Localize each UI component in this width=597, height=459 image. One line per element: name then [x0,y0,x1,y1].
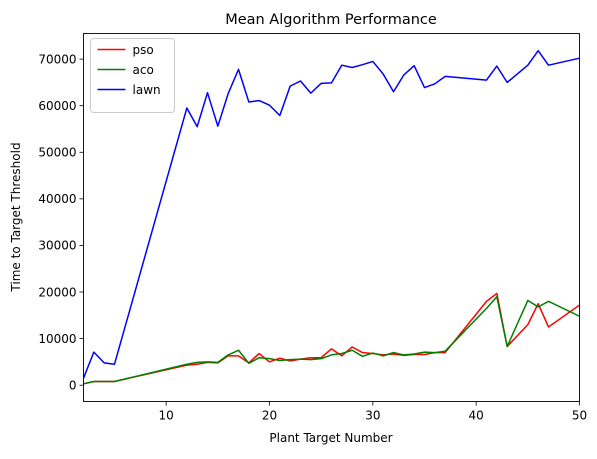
series-layer [82,49,580,385]
legend-label-aco: aco [133,63,154,77]
legend-label-lawn: lawn [133,83,161,97]
y-tick-label: 40000 [38,192,76,206]
plot-frame [83,33,580,402]
legend: pso aco lawn [90,38,175,113]
y-tick-label: 70000 [38,52,76,66]
y-tick-label: 0 [69,378,77,392]
legend-label-pso: pso [133,43,154,57]
y-tick-label: 30000 [38,239,76,253]
x-tick-label: 20 [262,409,277,423]
plot-area [82,33,580,402]
x-tick-label: 40 [469,409,484,423]
legend-box [90,38,175,113]
y-tick-label: 10000 [38,332,76,346]
x-axis: 10 20 30 40 50 [159,401,587,423]
y-axis: 0 10000 20000 30000 40000 50000 60000 70000 [38,52,84,392]
y-tick-label: 20000 [38,285,76,299]
series-line-lawn [82,49,580,379]
y-tick-label: 60000 [38,99,76,113]
y-axis-label: Time to Target Threshold [9,142,23,292]
x-tick-label: 30 [365,409,380,423]
chart-title: Mean Algorithm Performance [225,12,437,28]
series-line-aco [83,295,580,385]
y-tick-label: 50000 [38,146,76,160]
x-tick-label: 50 [572,409,587,423]
x-tick-label: 10 [159,409,174,423]
x-axis-label: Plant Target Number [269,431,392,445]
